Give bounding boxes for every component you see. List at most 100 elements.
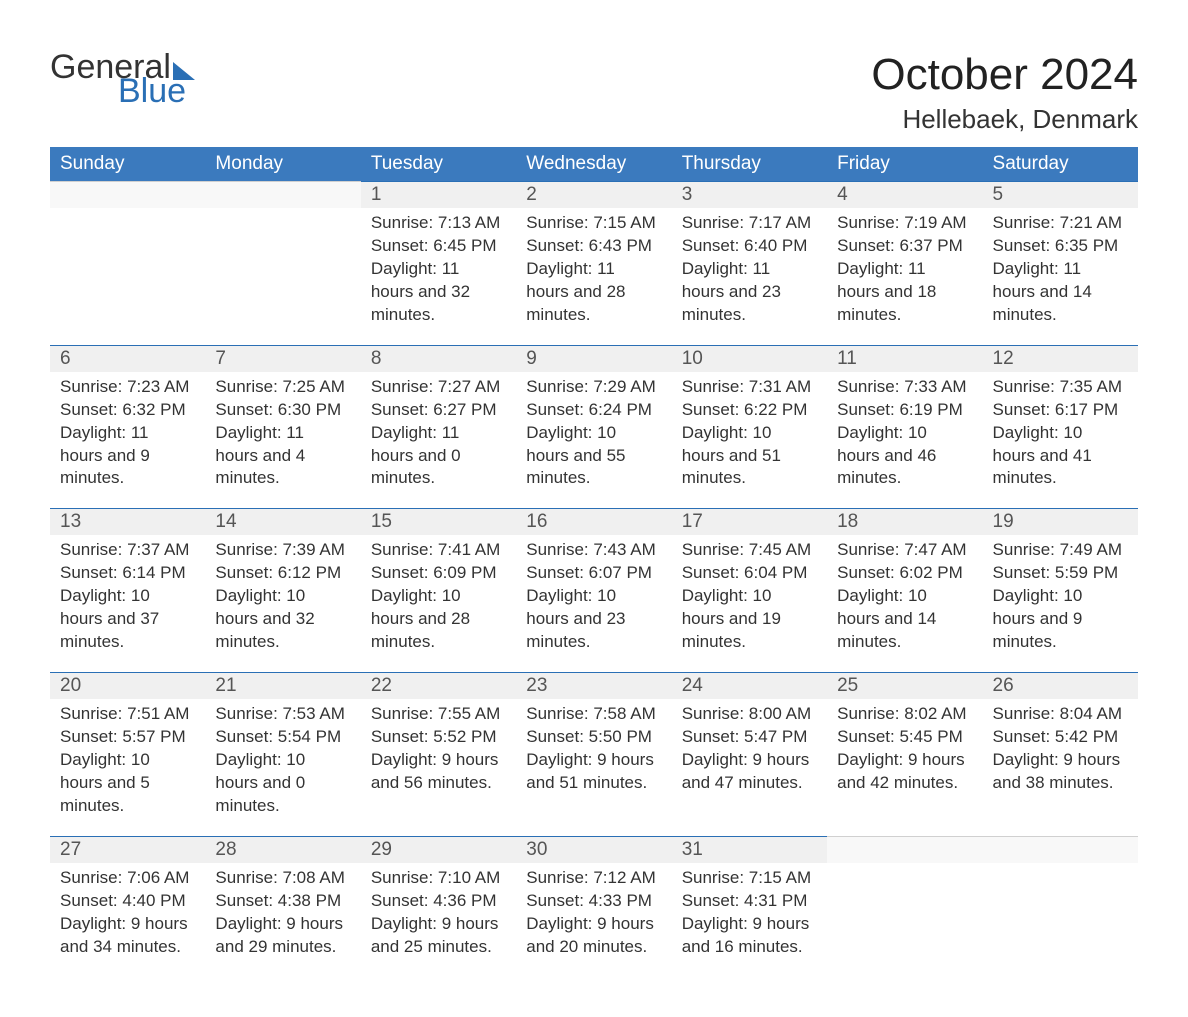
daylight-line: Daylight: 10 hours and 5 minutes. [60, 749, 195, 818]
daylight-line: Daylight: 11 hours and 18 minutes. [837, 258, 972, 327]
sunrise-line: Sunrise: 7:37 AM [60, 539, 195, 562]
day-detail-cell: Sunrise: 7:45 AMSunset: 6:04 PMDaylight:… [672, 535, 827, 672]
daylight-line: Daylight: 11 hours and 28 minutes. [526, 258, 661, 327]
day-detail-row: Sunrise: 7:23 AMSunset: 6:32 PMDaylight:… [50, 372, 1138, 509]
sunrise-line: Sunrise: 7:15 AM [526, 212, 661, 235]
day-number-cell: 20 [50, 673, 205, 700]
sunset-line: Sunset: 6:40 PM [682, 235, 817, 258]
sunrise-line: Sunrise: 7:13 AM [371, 212, 506, 235]
sunrise-line: Sunrise: 7:06 AM [60, 867, 195, 890]
daylight-line: Daylight: 11 hours and 0 minutes. [371, 422, 506, 491]
sunrise-line: Sunrise: 7:45 AM [682, 539, 817, 562]
sunrise-line: Sunrise: 7:08 AM [215, 867, 350, 890]
sunrise-line: Sunrise: 8:02 AM [837, 703, 972, 726]
day-detail-cell: Sunrise: 7:47 AMSunset: 6:02 PMDaylight:… [827, 535, 982, 672]
day-detail-cell: Sunrise: 7:10 AMSunset: 4:36 PMDaylight:… [361, 863, 516, 977]
sunset-line: Sunset: 5:42 PM [993, 726, 1128, 749]
daylight-line: Daylight: 10 hours and 0 minutes. [215, 749, 350, 818]
day-detail-cell: Sunrise: 7:06 AMSunset: 4:40 PMDaylight:… [50, 863, 205, 977]
day-number-cell: 1 [361, 182, 516, 209]
sunrise-line: Sunrise: 7:58 AM [526, 703, 661, 726]
daylight-line: Daylight: 11 hours and 32 minutes. [371, 258, 506, 327]
sunrise-line: Sunrise: 7:10 AM [371, 867, 506, 890]
daylight-line: Daylight: 10 hours and 55 minutes. [526, 422, 661, 491]
sunrise-line: Sunrise: 7:15 AM [682, 867, 817, 890]
weekday-header: Wednesday [516, 147, 671, 182]
weekday-header-row: SundayMondayTuesdayWednesdayThursdayFrid… [50, 147, 1138, 182]
sunset-line: Sunset: 6:02 PM [837, 562, 972, 585]
day-detail-cell: Sunrise: 7:12 AMSunset: 4:33 PMDaylight:… [516, 863, 671, 977]
day-detail-cell: Sunrise: 7:21 AMSunset: 6:35 PMDaylight:… [983, 208, 1138, 345]
weekday-header: Saturday [983, 147, 1138, 182]
day-number-row: 2728293031 [50, 836, 1138, 863]
logo-text-blue: Blue [118, 74, 195, 108]
day-detail-cell: Sunrise: 7:35 AMSunset: 6:17 PMDaylight:… [983, 372, 1138, 509]
day-number-row: 12345 [50, 182, 1138, 209]
daylight-line: Daylight: 11 hours and 9 minutes. [60, 422, 195, 491]
daylight-line: Daylight: 11 hours and 14 minutes. [993, 258, 1128, 327]
calendar-table: SundayMondayTuesdayWednesdayThursdayFrid… [50, 147, 1138, 977]
day-detail-cell: Sunrise: 7:55 AMSunset: 5:52 PMDaylight:… [361, 699, 516, 836]
sunset-line: Sunset: 6:22 PM [682, 399, 817, 422]
sunset-line: Sunset: 5:57 PM [60, 726, 195, 749]
month-title: October 2024 [871, 50, 1138, 100]
daylight-line: Daylight: 11 hours and 4 minutes. [215, 422, 350, 491]
day-detail-cell: Sunrise: 8:04 AMSunset: 5:42 PMDaylight:… [983, 699, 1138, 836]
day-number-cell: 28 [205, 836, 360, 863]
sunset-line: Sunset: 6:35 PM [993, 235, 1128, 258]
day-detail-cell: Sunrise: 7:17 AMSunset: 6:40 PMDaylight:… [672, 208, 827, 345]
day-detail-cell: Sunrise: 7:51 AMSunset: 5:57 PMDaylight:… [50, 699, 205, 836]
sunrise-line: Sunrise: 7:25 AM [215, 376, 350, 399]
day-number-cell: 10 [672, 345, 827, 372]
day-number-cell: 29 [361, 836, 516, 863]
sunset-line: Sunset: 6:17 PM [993, 399, 1128, 422]
day-detail-cell: Sunrise: 7:29 AMSunset: 6:24 PMDaylight:… [516, 372, 671, 509]
sunset-line: Sunset: 6:37 PM [837, 235, 972, 258]
daylight-line: Daylight: 9 hours and 29 minutes. [215, 913, 350, 959]
day-number-cell: 6 [50, 345, 205, 372]
daylight-line: Daylight: 9 hours and 38 minutes. [993, 749, 1128, 795]
daylight-line: Daylight: 11 hours and 23 minutes. [682, 258, 817, 327]
sunset-line: Sunset: 4:33 PM [526, 890, 661, 913]
weekday-header: Thursday [672, 147, 827, 182]
sunset-line: Sunset: 6:07 PM [526, 562, 661, 585]
day-detail-cell: Sunrise: 7:31 AMSunset: 6:22 PMDaylight:… [672, 372, 827, 509]
header: General Blue October 2024 Hellebaek, Den… [50, 50, 1138, 135]
day-number-cell: 5 [983, 182, 1138, 209]
day-number-cell: 9 [516, 345, 671, 372]
daylight-line: Daylight: 9 hours and 34 minutes. [60, 913, 195, 959]
day-number-cell: 24 [672, 673, 827, 700]
sunset-line: Sunset: 6:24 PM [526, 399, 661, 422]
sunrise-line: Sunrise: 7:12 AM [526, 867, 661, 890]
daylight-line: Daylight: 9 hours and 25 minutes. [371, 913, 506, 959]
sunrise-line: Sunrise: 7:35 AM [993, 376, 1128, 399]
day-detail-cell [983, 863, 1138, 977]
daylight-line: Daylight: 9 hours and 16 minutes. [682, 913, 817, 959]
day-number-cell: 22 [361, 673, 516, 700]
sunrise-line: Sunrise: 7:47 AM [837, 539, 972, 562]
day-detail-row: Sunrise: 7:06 AMSunset: 4:40 PMDaylight:… [50, 863, 1138, 977]
day-detail-cell: Sunrise: 7:27 AMSunset: 6:27 PMDaylight:… [361, 372, 516, 509]
day-detail-cell: Sunrise: 7:49 AMSunset: 5:59 PMDaylight:… [983, 535, 1138, 672]
sunrise-line: Sunrise: 7:29 AM [526, 376, 661, 399]
daylight-line: Daylight: 9 hours and 51 minutes. [526, 749, 661, 795]
day-number-cell: 23 [516, 673, 671, 700]
daylight-line: Daylight: 10 hours and 14 minutes. [837, 585, 972, 654]
daylight-line: Daylight: 10 hours and 28 minutes. [371, 585, 506, 654]
sunset-line: Sunset: 6:45 PM [371, 235, 506, 258]
weekday-header: Friday [827, 147, 982, 182]
day-number-cell: 4 [827, 182, 982, 209]
sunset-line: Sunset: 6:30 PM [215, 399, 350, 422]
day-number-cell: 25 [827, 673, 982, 700]
day-number-cell: 3 [672, 182, 827, 209]
day-detail-row: Sunrise: 7:13 AMSunset: 6:45 PMDaylight:… [50, 208, 1138, 345]
day-detail-cell: Sunrise: 8:00 AMSunset: 5:47 PMDaylight:… [672, 699, 827, 836]
sunset-line: Sunset: 4:40 PM [60, 890, 195, 913]
sunrise-line: Sunrise: 7:27 AM [371, 376, 506, 399]
day-number-cell [983, 836, 1138, 863]
sunset-line: Sunset: 6:19 PM [837, 399, 972, 422]
sunset-line: Sunset: 5:47 PM [682, 726, 817, 749]
sunrise-line: Sunrise: 8:04 AM [993, 703, 1128, 726]
sunrise-line: Sunrise: 8:00 AM [682, 703, 817, 726]
day-detail-cell: Sunrise: 7:23 AMSunset: 6:32 PMDaylight:… [50, 372, 205, 509]
